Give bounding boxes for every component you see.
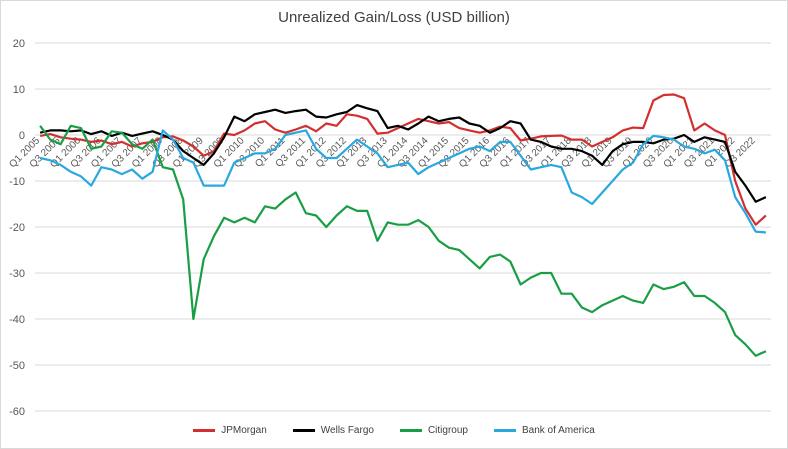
legend-swatch (193, 429, 216, 432)
y-tick-label: 20 (13, 38, 25, 50)
series-line-bank-of-america (39, 129, 766, 234)
y-tick-label: -60 (9, 406, 25, 418)
y-tick-label: -50 (9, 360, 25, 372)
legend-label: JPMorgan (221, 425, 267, 436)
legend-label: Wells Fargo (320, 425, 374, 436)
legend-label: Citigroup (427, 425, 468, 436)
legend-item: Bank of America (493, 425, 595, 436)
legend-item: Wells Fargo (292, 425, 374, 436)
series-line-citigroup (39, 124, 767, 357)
legend-swatch (399, 429, 422, 432)
legend-item: JPMorgan (193, 425, 267, 436)
y-tick-label: -10 (9, 176, 25, 188)
chart-title: Unrealized Gain/Loss (USD billion) (278, 9, 510, 26)
legend-swatch (292, 429, 315, 432)
y-tick-label: -20 (9, 222, 25, 234)
y-tick-label: 0 (19, 130, 25, 142)
legend-label: Bank of America (521, 425, 595, 436)
y-tick-label: 10 (13, 84, 25, 96)
y-tick-label: -30 (9, 268, 25, 280)
legend-item: Citigroup (399, 425, 468, 436)
y-tick-label: -40 (9, 314, 25, 326)
legend: JPMorgan Wells Fargo Citigroup Bank of Amer… (1, 425, 787, 436)
legend-swatch (493, 429, 516, 432)
